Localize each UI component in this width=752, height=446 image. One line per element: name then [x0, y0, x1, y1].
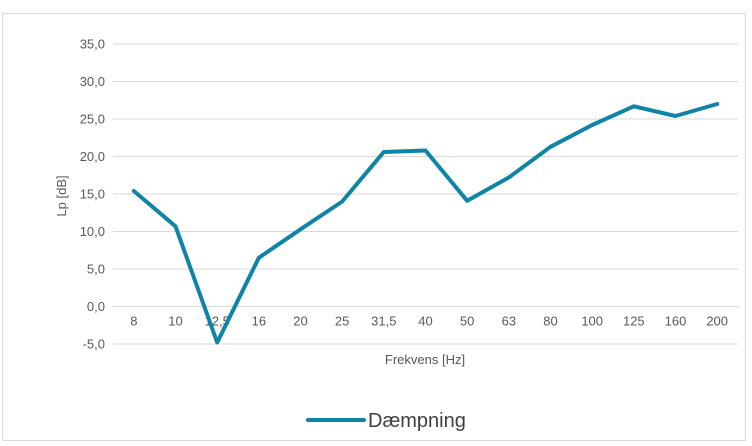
series-line — [131, 102, 720, 345]
series-group — [131, 102, 720, 345]
x-tick-label: 160 — [665, 314, 687, 329]
x-tick-label: 50 — [460, 314, 474, 329]
x-tick-label: 125 — [623, 314, 645, 329]
y-tick-label: 25,0 — [80, 112, 105, 127]
y-tick-label: -5,0 — [83, 337, 105, 352]
y-axis-label: Lp [dB] — [54, 175, 69, 216]
x-axis-label: Frekvens [Hz] — [385, 352, 465, 367]
y-tick-label: 10,0 — [80, 224, 105, 239]
y-tick-label: 30,0 — [80, 74, 105, 89]
x-tick-label: 200 — [706, 314, 728, 329]
x-tick-label: 20 — [293, 314, 307, 329]
legend-label: Dæmpning — [368, 410, 466, 432]
x-tick-label: 8 — [130, 314, 137, 329]
y-tick-labels: -5,0 0,0 5,0 10,0 15,0 20,0 25,0 30,0 35,0 — [80, 37, 105, 352]
y-tick-label: 5,0 — [87, 262, 105, 277]
y-tick-label: 35,0 — [80, 37, 105, 52]
x-tick-label: 25 — [335, 314, 349, 329]
y-tick-label: 0,0 — [87, 299, 105, 314]
chart-frame — [2, 13, 746, 441]
gridlines — [113, 43, 738, 345]
x-tick-label: 16 — [252, 314, 266, 329]
x-tick-label: 80 — [543, 314, 557, 329]
x-tick-label: 63 — [502, 314, 516, 329]
legend: Dæmpning — [306, 410, 466, 432]
y-tick-label: 20,0 — [80, 149, 105, 164]
x-tick-label: 100 — [581, 314, 603, 329]
y-tick-label: 15,0 — [80, 187, 105, 202]
x-tick-labels: 8 10 12,5 16 20 25 31,5 40 50 63 80 100 125 160 200 — [130, 314, 728, 329]
x-tick-label: 31,5 — [371, 314, 396, 329]
x-tick-label: 40 — [418, 314, 432, 329]
x-tick-label: 10 — [168, 314, 182, 329]
